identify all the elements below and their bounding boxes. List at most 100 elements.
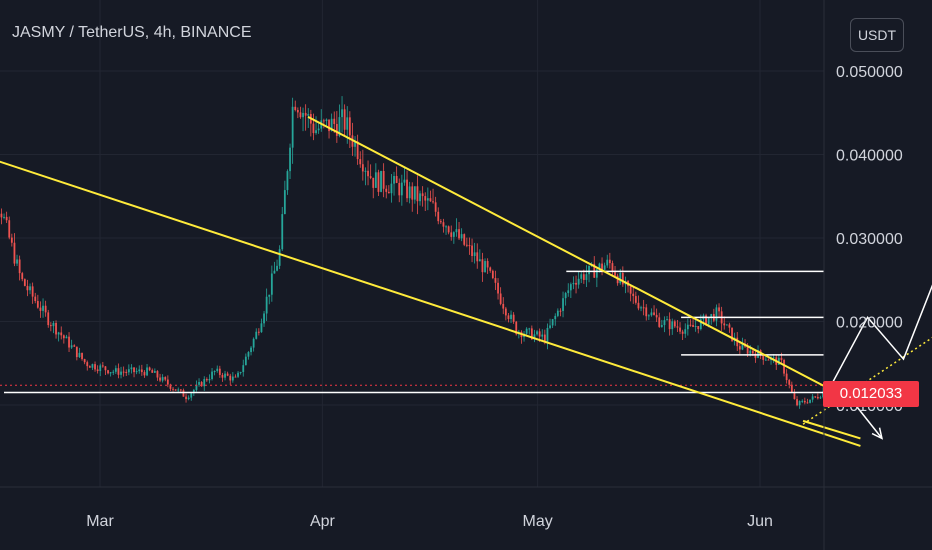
candle-body xyxy=(497,282,499,294)
candle-body xyxy=(104,366,107,371)
candle-body xyxy=(699,319,702,330)
candle-body xyxy=(434,202,437,212)
candle-body xyxy=(793,392,796,400)
candle-body xyxy=(801,400,804,402)
candle-body xyxy=(278,249,281,266)
candle-body xyxy=(73,345,76,347)
chart-title: JASMY / TetherUS, 4h, BINANCE xyxy=(12,24,252,41)
candle-body xyxy=(96,369,99,372)
candle-body xyxy=(684,329,687,334)
candle-body xyxy=(642,307,645,309)
candle-body xyxy=(135,371,138,373)
candle-body xyxy=(468,245,471,247)
candle-body xyxy=(29,286,31,291)
candle-body xyxy=(390,183,393,194)
candle-body xyxy=(510,314,512,320)
candle-body xyxy=(512,314,515,322)
candle-body xyxy=(416,186,419,202)
candle-body xyxy=(400,182,403,196)
candle-body xyxy=(439,221,442,223)
candle-body xyxy=(382,171,385,189)
candle-body xyxy=(790,384,793,393)
candle-body xyxy=(421,193,424,197)
candle-body xyxy=(419,193,421,202)
y-tick-label: 0.050000 xyxy=(836,64,903,81)
candle-body xyxy=(198,382,200,385)
candle-body xyxy=(406,179,408,199)
candle-body xyxy=(109,372,112,374)
candle-body xyxy=(239,372,242,374)
candle-body xyxy=(783,360,785,374)
candle-body xyxy=(395,175,398,183)
candle-body xyxy=(811,396,814,400)
candle-body xyxy=(541,334,544,337)
candle-body xyxy=(130,367,133,370)
candle-body xyxy=(151,370,154,373)
candle-body xyxy=(276,265,278,271)
candle-body xyxy=(658,317,661,327)
candle-body xyxy=(549,325,551,328)
candle-body xyxy=(762,355,765,360)
y-tick-label: 0.030000 xyxy=(836,231,903,248)
candle-body xyxy=(746,346,749,354)
candle-body xyxy=(614,272,616,276)
candle-body xyxy=(255,331,258,339)
candle-body xyxy=(36,301,39,308)
candle-body xyxy=(34,296,37,302)
candle-body xyxy=(572,282,575,285)
trend-line-channel-lower xyxy=(802,419,861,440)
candle-body xyxy=(663,320,666,326)
candles xyxy=(0,96,832,409)
candle-body xyxy=(803,400,806,403)
x-tick-label: Jun xyxy=(747,513,773,530)
candle-body xyxy=(49,325,52,327)
x-tick-label: Apr xyxy=(310,513,336,530)
candle-body xyxy=(798,401,801,406)
candle-body xyxy=(101,365,104,367)
candle-body xyxy=(426,198,429,201)
candle-body xyxy=(647,315,650,317)
candle-body xyxy=(5,216,8,221)
candle-body xyxy=(94,364,96,370)
candle-body xyxy=(172,388,174,390)
candle-body xyxy=(294,106,297,110)
candle-body xyxy=(338,117,341,136)
candle-body xyxy=(564,293,567,299)
currency-button[interactable]: USDT xyxy=(850,18,904,52)
candle-body xyxy=(398,182,401,196)
candle-body xyxy=(299,112,302,118)
candle-body xyxy=(83,359,86,363)
candle-body xyxy=(577,278,580,285)
candle-body xyxy=(551,319,554,326)
candle-body xyxy=(465,244,468,246)
candle-body xyxy=(455,229,458,233)
candle-body xyxy=(0,213,3,218)
candle-body xyxy=(681,331,684,334)
candle-body xyxy=(676,326,679,328)
candle-body xyxy=(317,128,320,131)
candle-body xyxy=(772,357,775,359)
candle-body xyxy=(42,305,44,311)
candle-body xyxy=(689,324,692,326)
candle-body xyxy=(660,325,663,327)
candle-body xyxy=(62,335,65,339)
candle-body xyxy=(715,307,718,321)
candle-body xyxy=(55,322,57,335)
candle-body xyxy=(304,112,307,116)
candle-body xyxy=(606,259,609,266)
candle-body xyxy=(354,141,356,147)
candle-body xyxy=(138,369,141,372)
candle-body xyxy=(224,373,226,378)
candle-body xyxy=(117,368,120,375)
candle-body xyxy=(442,222,445,227)
candle-body xyxy=(725,324,728,326)
candle-body xyxy=(114,368,117,372)
candle-body xyxy=(718,307,720,312)
candle-body xyxy=(601,263,603,270)
candle-body xyxy=(611,263,614,273)
candle-body xyxy=(289,147,291,172)
candle-body xyxy=(52,322,55,327)
